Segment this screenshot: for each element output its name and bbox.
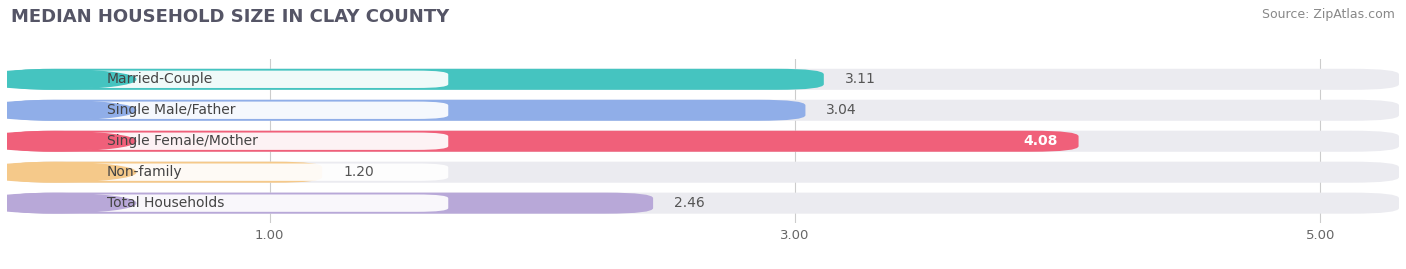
Text: 2.46: 2.46 bbox=[673, 196, 704, 210]
Text: Non-family: Non-family bbox=[107, 165, 183, 179]
FancyBboxPatch shape bbox=[7, 162, 322, 183]
Text: 4.08: 4.08 bbox=[1024, 134, 1057, 148]
FancyBboxPatch shape bbox=[28, 133, 449, 150]
Text: Married-Couple: Married-Couple bbox=[107, 72, 214, 86]
Text: MEDIAN HOUSEHOLD SIZE IN CLAY COUNTY: MEDIAN HOUSEHOLD SIZE IN CLAY COUNTY bbox=[11, 8, 450, 26]
FancyBboxPatch shape bbox=[28, 71, 449, 88]
Circle shape bbox=[0, 162, 136, 182]
Text: Single Female/Mother: Single Female/Mother bbox=[107, 134, 257, 148]
FancyBboxPatch shape bbox=[7, 131, 1399, 152]
FancyBboxPatch shape bbox=[7, 69, 1399, 90]
FancyBboxPatch shape bbox=[7, 131, 1078, 152]
Circle shape bbox=[0, 70, 136, 89]
FancyBboxPatch shape bbox=[7, 162, 1399, 183]
Text: Total Households: Total Households bbox=[107, 196, 224, 210]
Text: 1.20: 1.20 bbox=[343, 165, 374, 179]
Circle shape bbox=[0, 101, 136, 120]
Text: 3.11: 3.11 bbox=[845, 72, 876, 86]
Circle shape bbox=[0, 194, 136, 213]
Circle shape bbox=[0, 132, 136, 151]
FancyBboxPatch shape bbox=[28, 102, 449, 119]
FancyBboxPatch shape bbox=[7, 193, 1399, 214]
FancyBboxPatch shape bbox=[7, 100, 1399, 121]
Text: 3.04: 3.04 bbox=[827, 103, 858, 117]
FancyBboxPatch shape bbox=[28, 164, 449, 181]
Text: Single Male/Father: Single Male/Father bbox=[107, 103, 235, 117]
FancyBboxPatch shape bbox=[7, 69, 824, 90]
FancyBboxPatch shape bbox=[7, 193, 654, 214]
FancyBboxPatch shape bbox=[7, 100, 806, 121]
Text: Source: ZipAtlas.com: Source: ZipAtlas.com bbox=[1261, 8, 1395, 21]
FancyBboxPatch shape bbox=[28, 194, 449, 212]
